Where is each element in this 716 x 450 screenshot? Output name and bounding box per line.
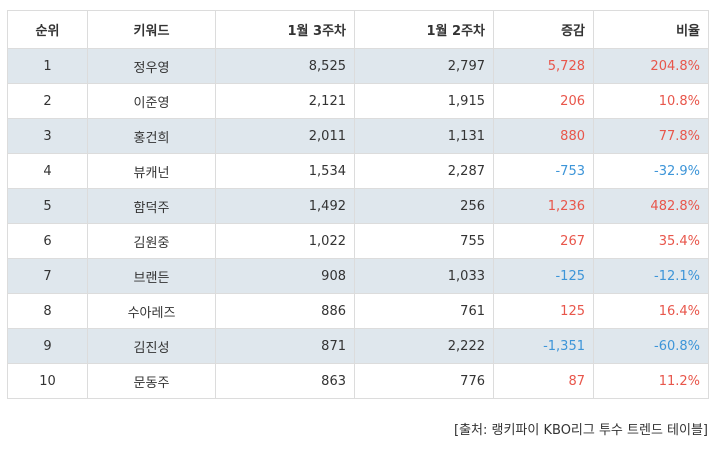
cell-week2: 776 [354,363,494,399]
cell-week2: 2,797 [354,48,494,84]
cell-week3: 1,534 [215,153,355,189]
cell-change: 1,236 [493,188,594,224]
table-row: 7 브랜든 908 1,033 -125 -12.1% [7,258,709,294]
cell-change: 125 [493,293,594,329]
cell-change: 267 [493,223,594,259]
cell-week3: 908 [215,258,355,294]
cell-keyword: 문동주 [87,363,216,399]
cell-keyword: 뷰캐넌 [87,153,216,189]
table-row: 9 김진성 871 2,222 -1,351 -60.8% [7,328,709,364]
cell-change: 206 [493,83,594,119]
cell-week3: 1,022 [215,223,355,259]
cell-keyword: 김원중 [87,223,216,259]
cell-week2: 256 [354,188,494,224]
cell-week3: 2,011 [215,118,355,154]
cell-ratio: 11.2% [593,363,709,399]
cell-rank: 10 [7,363,88,399]
cell-ratio: -12.1% [593,258,709,294]
cell-keyword: 함덕주 [87,188,216,224]
table-row: 4 뷰캐넌 1,534 2,287 -753 -32.9% [7,153,709,189]
cell-rank: 6 [7,223,88,259]
cell-keyword: 이준영 [87,83,216,119]
cell-rank: 2 [7,83,88,119]
cell-week3: 1,492 [215,188,355,224]
header-row: 순위 키워드 1월 3주차 1월 2주차 증감 비율 [7,10,709,49]
cell-ratio: 10.8% [593,83,709,119]
cell-week3: 8,525 [215,48,355,84]
cell-week3: 871 [215,328,355,364]
header-week3: 1월 3주차 [215,10,355,49]
cell-change: 87 [493,363,594,399]
cell-week2: 2,287 [354,153,494,189]
cell-week2: 2,222 [354,328,494,364]
table-row: 1 정우영 8,525 2,797 5,728 204.8% [7,48,709,84]
table-row: 8 수아레즈 886 761 125 16.4% [7,293,709,329]
table-row: 5 함덕주 1,492 256 1,236 482.8% [7,188,709,224]
cell-keyword: 브랜든 [87,258,216,294]
cell-rank: 3 [7,118,88,154]
ranking-table-container: 순위 키워드 1월 3주차 1월 2주차 증감 비율 1 정우영 8,525 2… [7,10,709,399]
source-caption: [출처: 랭키파이 KBO리그 투수 트렌드 테이블] [454,423,708,438]
cell-ratio: 77.8% [593,118,709,154]
table-row: 3 홍건희 2,011 1,131 880 77.8% [7,118,709,154]
cell-week2: 1,131 [354,118,494,154]
header-keyword: 키워드 [87,10,216,49]
ranking-table: 순위 키워드 1월 3주차 1월 2주차 증감 비율 1 정우영 8,525 2… [7,10,709,399]
cell-week2: 761 [354,293,494,329]
cell-week3: 863 [215,363,355,399]
table-row: 6 김원중 1,022 755 267 35.4% [7,223,709,259]
cell-week3: 886 [215,293,355,329]
header-change: 증감 [493,10,594,49]
cell-ratio: 35.4% [593,223,709,259]
cell-ratio: -32.9% [593,153,709,189]
cell-change: -125 [493,258,594,294]
table-row: 2 이준영 2,121 1,915 206 10.8% [7,83,709,119]
cell-week2: 1,915 [354,83,494,119]
cell-change: 880 [493,118,594,154]
cell-week2: 755 [354,223,494,259]
header-week2: 1월 2주차 [354,10,494,49]
cell-ratio: -60.8% [593,328,709,364]
cell-rank: 5 [7,188,88,224]
table-body: 1 정우영 8,525 2,797 5,728 204.8% 2 이준영 2,1… [7,48,709,399]
cell-week3: 2,121 [215,83,355,119]
table-row: 10 문동주 863 776 87 11.2% [7,363,709,399]
cell-keyword: 홍건희 [87,118,216,154]
cell-ratio: 204.8% [593,48,709,84]
cell-rank: 1 [7,48,88,84]
cell-ratio: 16.4% [593,293,709,329]
cell-ratio: 482.8% [593,188,709,224]
cell-week2: 1,033 [354,258,494,294]
cell-rank: 9 [7,328,88,364]
cell-rank: 8 [7,293,88,329]
cell-rank: 4 [7,153,88,189]
cell-keyword: 정우영 [87,48,216,84]
header-rank: 순위 [7,10,88,49]
header-ratio: 비율 [593,10,709,49]
cell-rank: 7 [7,258,88,294]
cell-change: -1,351 [493,328,594,364]
cell-keyword: 수아레즈 [87,293,216,329]
cell-keyword: 김진성 [87,328,216,364]
cell-change: -753 [493,153,594,189]
cell-change: 5,728 [493,48,594,84]
